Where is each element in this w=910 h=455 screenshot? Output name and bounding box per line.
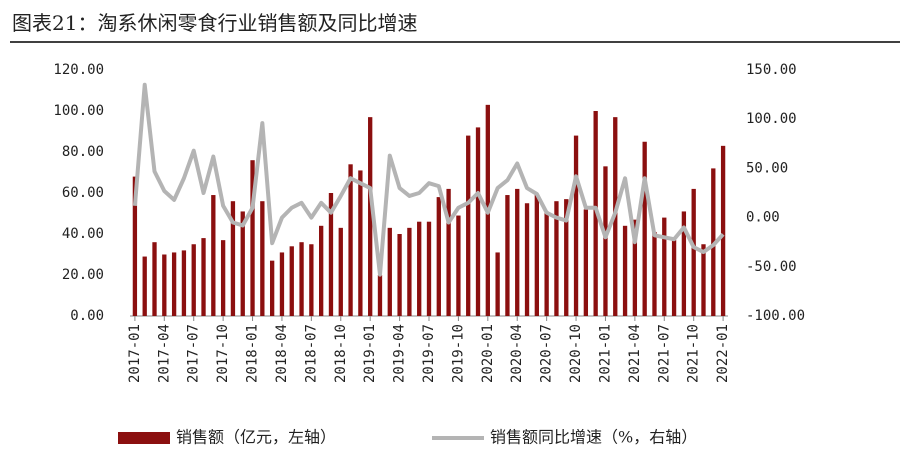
x-tick-label: 2019-10 — [450, 324, 466, 383]
x-tick-label: 2021-01 — [597, 324, 613, 383]
bar — [407, 227, 412, 316]
bar — [181, 250, 187, 316]
y-tick-label: 40.00 — [62, 226, 104, 242]
bar — [289, 246, 294, 316]
bar — [240, 211, 245, 316]
x-tick-label: 2022-01 — [715, 324, 731, 383]
x-tick-label: 2017-07 — [186, 324, 202, 383]
bar — [328, 193, 334, 316]
x-tick-label: 2017-10 — [215, 324, 231, 383]
bar — [152, 242, 157, 316]
bar — [377, 275, 383, 316]
bar — [622, 225, 628, 316]
y-tick-label: 120.00 — [53, 62, 104, 78]
legend-label: 销售额同比增速（%，右轴） — [490, 428, 697, 447]
bar — [397, 234, 402, 316]
x-tick-label: 2021-04 — [627, 324, 643, 383]
y2-tick-label: -100.00 — [746, 308, 805, 324]
bar — [279, 252, 285, 316]
bar — [583, 209, 589, 316]
chart-title: 图表21：淘系休闲零食行业销售额及同比增速 — [12, 11, 417, 35]
bar — [515, 188, 520, 316]
bar — [554, 201, 559, 316]
bar — [495, 252, 500, 316]
y2-tick-label: -50.00 — [746, 259, 797, 275]
bar — [338, 227, 343, 316]
bar — [358, 170, 363, 316]
bar — [269, 260, 275, 316]
x-tick-label: 2017-01 — [127, 324, 143, 383]
bar — [220, 240, 226, 316]
bar — [436, 197, 441, 316]
x-tick-label: 2017-04 — [156, 324, 172, 383]
bar — [201, 238, 206, 316]
bar — [701, 244, 706, 316]
bar — [171, 252, 177, 316]
bar — [162, 254, 167, 316]
bar — [505, 195, 510, 316]
x-tick-label: 2018-07 — [303, 324, 319, 383]
bar — [662, 217, 667, 316]
bar — [534, 195, 539, 316]
bar — [564, 199, 569, 316]
bar — [211, 195, 216, 316]
bar — [652, 231, 657, 316]
y-tick-label: 100.00 — [53, 103, 104, 119]
bar — [456, 215, 461, 316]
y-tick-label: 60.00 — [62, 185, 104, 201]
y2-tick-label: 150.00 — [746, 62, 797, 78]
bar — [368, 117, 373, 317]
bar — [671, 240, 677, 316]
bar — [132, 176, 138, 316]
line — [132, 82, 725, 277]
y-tick-label: 0.00 — [70, 308, 104, 324]
bar — [642, 141, 647, 316]
bar — [417, 221, 422, 316]
bar — [191, 244, 196, 316]
bar — [230, 201, 236, 316]
x-tick-label: 2021-07 — [656, 324, 672, 383]
bar — [466, 135, 471, 316]
bar — [475, 127, 481, 317]
bar — [524, 203, 530, 316]
legend-swatch — [118, 432, 170, 444]
x-tick-label: 2018-04 — [274, 324, 290, 383]
bar — [260, 201, 265, 316]
bar — [426, 221, 432, 316]
bar — [681, 211, 687, 316]
x-tick-label: 2021-10 — [686, 324, 702, 383]
bar — [319, 225, 324, 316]
x-tick-label: 2019-04 — [392, 324, 408, 383]
x-tick-label: 2020-07 — [539, 324, 555, 383]
bar — [544, 211, 549, 316]
y2-tick-label: 50.00 — [746, 160, 788, 176]
bar — [573, 135, 579, 316]
bar — [250, 160, 255, 316]
bar — [446, 188, 451, 316]
y-tick-label: 80.00 — [62, 144, 104, 160]
y2-tick-label: 100.00 — [746, 111, 797, 127]
bar — [348, 164, 353, 316]
bar — [720, 145, 726, 316]
bar — [309, 244, 314, 316]
bar — [387, 227, 392, 316]
y-tick-label: 20.00 — [62, 267, 104, 283]
y2-tick-label: 0.00 — [746, 210, 780, 226]
bar — [142, 256, 147, 316]
x-tick-label: 2020-01 — [480, 324, 496, 383]
x-tick-label: 2019-07 — [421, 324, 437, 383]
x-tick-label: 2018-10 — [333, 324, 349, 383]
x-tick-label: 2018-01 — [245, 324, 261, 383]
bar — [299, 242, 304, 316]
bar — [632, 219, 638, 316]
legend-label: 销售额（亿元，左轴） — [176, 428, 336, 447]
bar — [691, 188, 696, 316]
x-tick-label: 2020-10 — [568, 324, 584, 383]
x-tick-label: 2020-04 — [509, 324, 525, 383]
x-tick-label: 2019-01 — [362, 324, 378, 383]
bar — [603, 166, 608, 316]
